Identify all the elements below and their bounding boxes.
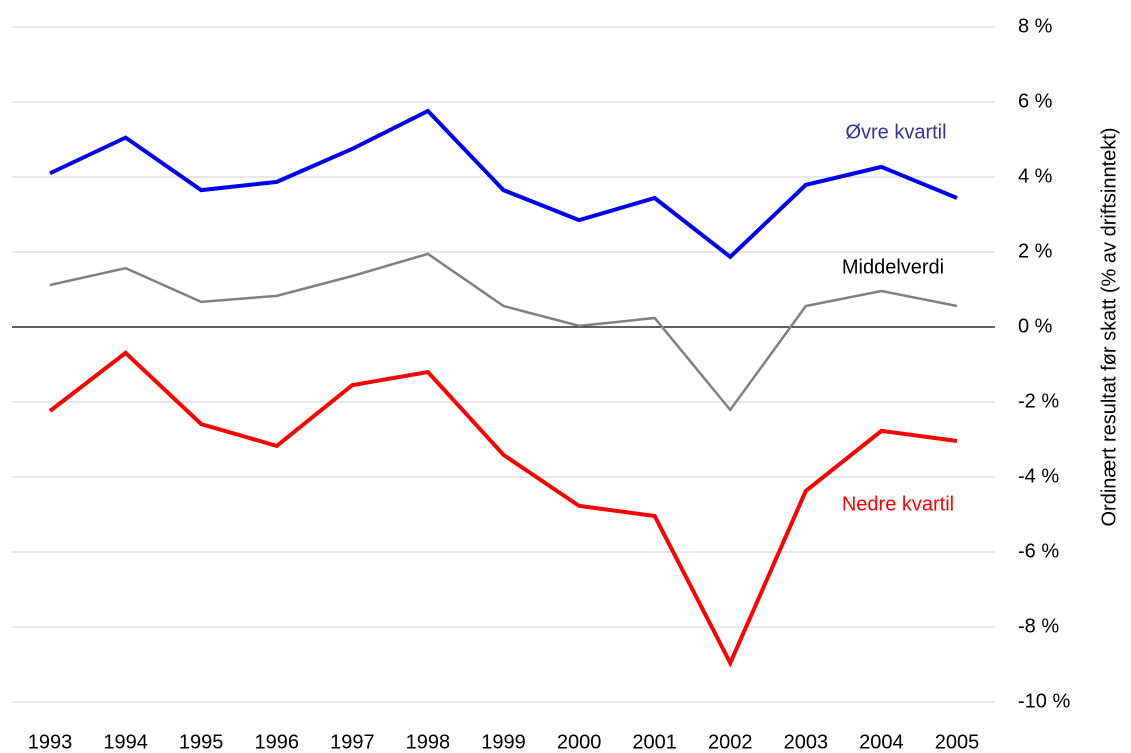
x-tick-label: 1993 bbox=[28, 731, 73, 753]
y-tick-label: 2 % bbox=[1018, 240, 1053, 262]
x-tick-label: 2000 bbox=[557, 731, 602, 753]
series-line bbox=[48, 350, 958, 668]
x-tick-label: 2003 bbox=[784, 731, 829, 753]
x-tick-label: 1998 bbox=[406, 731, 451, 753]
y-tick-label: -8 % bbox=[1018, 615, 1059, 637]
y-tick-label: 4 % bbox=[1018, 165, 1053, 187]
series-label: Middelverdi bbox=[842, 256, 944, 278]
x-tick-label: 1999 bbox=[481, 731, 526, 753]
x-tick-label: 1995 bbox=[179, 731, 224, 753]
y-tick-label: 6 % bbox=[1018, 90, 1053, 112]
y-tick-label: -6 % bbox=[1018, 540, 1059, 562]
series-label: Nedre kvartil bbox=[842, 493, 954, 515]
x-tick-label: 2005 bbox=[935, 731, 980, 753]
y-tick-label: -2 % bbox=[1018, 390, 1059, 412]
x-tick-label: 1994 bbox=[103, 731, 148, 753]
series-line bbox=[49, 108, 958, 260]
y-tick-label: 8 % bbox=[1018, 15, 1053, 37]
series-line bbox=[49, 252, 958, 412]
y-axis-title: Ordinært resultat før skatt (% av drifts… bbox=[1098, 128, 1120, 527]
y-tick-label: 0 % bbox=[1018, 315, 1053, 337]
x-tick-label: 2002 bbox=[708, 731, 753, 753]
x-tick-label: 1997 bbox=[330, 731, 375, 753]
x-tick-label: 2001 bbox=[632, 731, 677, 753]
y-tick-label: -10 % bbox=[1018, 690, 1070, 712]
x-tick-label: 2004 bbox=[859, 731, 904, 753]
x-tick-label: 1996 bbox=[255, 731, 300, 753]
series-label: Øvre kvartil bbox=[845, 121, 946, 143]
y-tick-label: -4 % bbox=[1018, 465, 1059, 487]
